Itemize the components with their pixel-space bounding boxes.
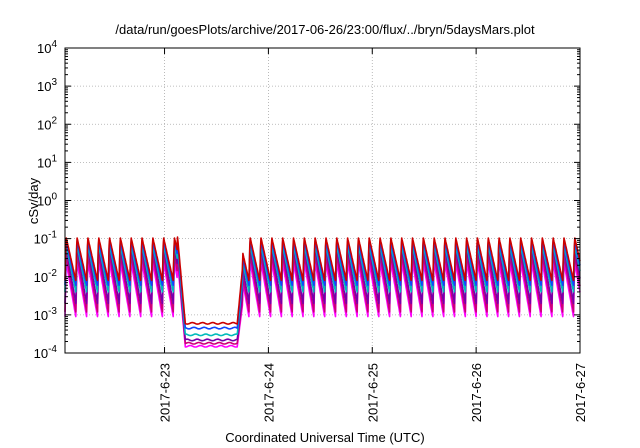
x-tick-label: 2017-6-24 bbox=[261, 363, 276, 422]
y-tick-label: 100 bbox=[37, 192, 57, 209]
x-tick-label: 2017-6-26 bbox=[469, 363, 484, 422]
series-line bbox=[64, 246, 581, 342]
y-tick-label: 103 bbox=[37, 77, 57, 94]
y-tick-label: 104 bbox=[37, 39, 57, 56]
y-tick-label: 102 bbox=[37, 115, 57, 132]
y-tick-label: 10-4 bbox=[34, 344, 58, 361]
y-tick-label: 10-1 bbox=[34, 230, 58, 247]
series-line bbox=[64, 236, 581, 325]
chart-title: /data/run/goesPlots/archive/2017-06-26/2… bbox=[115, 22, 535, 37]
y-tick-label: 10-3 bbox=[34, 306, 58, 323]
x-axis: 2017-6-23 2017-6-24 2017-6-25 2017-6-26 2017… bbox=[158, 48, 588, 422]
series-line bbox=[64, 243, 581, 337]
x-tick-label: 2017-6-25 bbox=[365, 363, 380, 422]
y-axis: 10-4 10-3 10-2 10-1 100 101 102 103 104 bbox=[34, 39, 580, 361]
series-line bbox=[64, 253, 581, 345]
x-tick-label: 2017-6-23 bbox=[158, 363, 173, 422]
series-line bbox=[64, 239, 581, 330]
x-tick-label: 2017-6-27 bbox=[573, 363, 588, 422]
y-tick-label: 101 bbox=[37, 153, 57, 170]
series-group bbox=[64, 236, 581, 348]
x-axis-label: Coordinated Universal Time (UTC) bbox=[225, 430, 424, 445]
series-line bbox=[64, 260, 581, 348]
y-axis-label: cSv/day bbox=[26, 177, 41, 224]
y-tick-label: 10-2 bbox=[34, 268, 58, 285]
